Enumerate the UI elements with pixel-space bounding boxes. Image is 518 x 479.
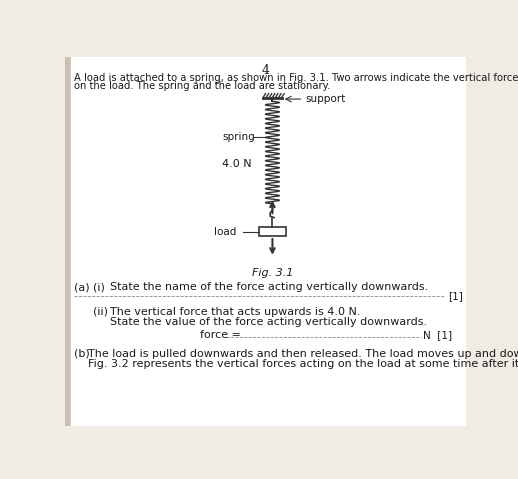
Text: force =: force =: [200, 330, 245, 340]
Text: The load is pulled downwards and then released. The load moves up and down.: The load is pulled downwards and then re…: [88, 349, 518, 359]
Text: The vertical force that acts upwards is 4.0 N.: The vertical force that acts upwards is …: [110, 307, 360, 317]
Text: State the name of the force acting vertically downwards.: State the name of the force acting verti…: [110, 282, 428, 292]
Bar: [65, 57, 71, 426]
Text: 4.0 N: 4.0 N: [222, 159, 252, 169]
Text: support: support: [305, 94, 346, 104]
Text: spring: spring: [222, 132, 255, 142]
Text: on the load. The spring and the load are stationary.: on the load. The spring and the load are…: [74, 80, 330, 91]
Text: Fig. 3.1: Fig. 3.1: [252, 268, 293, 278]
Text: Fig. 3.2 represents the vertical forces acting on the load at some time after it: Fig. 3.2 represents the vertical forces …: [88, 359, 518, 368]
Text: 4: 4: [262, 64, 269, 77]
Text: N  [1]: N [1]: [423, 330, 452, 340]
Text: (a): (a): [74, 282, 90, 292]
Text: State the value of the force acting vertically downwards.: State the value of the force acting vert…: [110, 317, 427, 327]
Bar: [258, 227, 286, 236]
Text: (ii): (ii): [93, 307, 108, 317]
Text: (b): (b): [74, 349, 90, 359]
Text: load: load: [214, 227, 237, 237]
Text: (i): (i): [93, 282, 105, 292]
Text: A load is attached to a spring, as shown in Fig. 3.1. Two arrows indicate the ve: A load is attached to a spring, as shown…: [74, 73, 518, 83]
Text: [1]: [1]: [449, 291, 463, 301]
